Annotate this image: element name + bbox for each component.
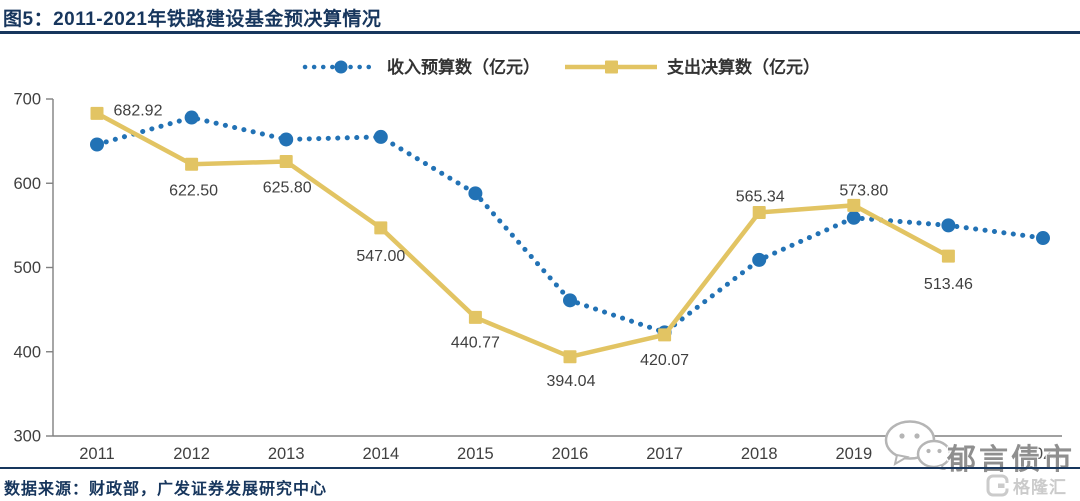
legend-revenue-label: 收入预算数（亿元） (387, 57, 540, 77)
data-label: 625.80 (263, 180, 312, 197)
series-expenditure-final-marker (468, 310, 482, 324)
y-axis-tick-label: 300 (13, 428, 41, 446)
gelonghui-logo: 格隆汇 (986, 473, 1067, 498)
data-label: 573.80 (839, 182, 888, 199)
series-revenue-budget-marker (941, 218, 956, 233)
data-label: 682.92 (114, 102, 163, 119)
series-revenue-budget-marker (563, 293, 577, 308)
data-label: 513.46 (924, 276, 973, 293)
series-expenditure-final-marker (941, 249, 955, 263)
data-label: 394.04 (547, 373, 596, 390)
gelonghui-icon (986, 474, 1009, 497)
y-axis-tick-label: 600 (13, 175, 41, 193)
x-axis-tick-label: 2018 (741, 445, 778, 463)
x-axis-tick-label: 2012 (173, 445, 210, 463)
legend-revenue-marker-sample (334, 60, 348, 74)
footer-divider (0, 467, 1080, 469)
series-expenditure-final-marker (279, 155, 293, 169)
data-label: 622.50 (169, 182, 218, 199)
figure-title-text: 2011-2021年铁路建设基金预决算情况 (53, 9, 382, 30)
x-axis-tick-label: 2017 (646, 445, 683, 463)
x-axis-tick-label: 2011 (79, 445, 114, 463)
series-revenue-budget-marker (184, 110, 199, 125)
y-axis-tick-label: 700 (13, 91, 41, 109)
data-label: 420.07 (640, 352, 689, 369)
series-revenue-budget-marker (752, 252, 767, 267)
gelonghui-logo-text: 格隆汇 (1013, 478, 1067, 497)
x-axis-tick-label: 2021 (1025, 445, 1062, 463)
series-expenditure-final-marker (847, 198, 861, 212)
y-axis-tick-label: 500 (13, 259, 41, 277)
legend-expenditure-marker-sample (605, 60, 618, 74)
x-axis-tick-label: 2016 (552, 445, 589, 463)
data-label: 440.77 (451, 334, 500, 351)
series-revenue-budget-marker (468, 186, 483, 201)
data-source-note: 数据来源：财政部，广发证券发展研究中心 (4, 481, 328, 498)
x-axis-tick-label: 2015 (457, 445, 494, 463)
y-axis-tick-label: 400 (13, 343, 41, 361)
series-expenditure-final-marker (185, 157, 199, 171)
legend-expenditure-label: 支出决算数（亿元） (667, 57, 820, 77)
series-revenue-budget-marker (90, 137, 104, 152)
series-expenditure-final-marker (752, 205, 766, 219)
series-revenue-budget-marker (1036, 231, 1050, 246)
x-axis-tick-label: 2014 (362, 445, 399, 463)
series-expenditure-final-line (95, 111, 950, 360)
series-revenue-budget-marker (373, 129, 388, 144)
x-axis-tick-label: 2013 (268, 445, 305, 463)
data-label: 565.34 (736, 188, 785, 205)
figure-number: 图5： (3, 9, 54, 30)
series-expenditure-final-marker (90, 106, 104, 120)
series-expenditure-final-marker (658, 328, 672, 342)
title-divider (0, 31, 1080, 34)
data-label: 547.00 (356, 248, 405, 265)
series-revenue-budget-marker (846, 210, 861, 225)
series-revenue-budget-marker (279, 132, 294, 147)
figure-title: 图5：2011-2021年铁路建设基金预决算情况 (0, 0, 1080, 31)
series-expenditure-final-marker (563, 350, 577, 364)
x-axis-tick-label: 2020 (930, 445, 967, 463)
figure-header: 图5：2011-2021年铁路建设基金预决算情况 (0, 0, 1080, 34)
x-axis-tick-label: 2019 (835, 445, 872, 463)
series-expenditure-final-marker (374, 221, 388, 235)
